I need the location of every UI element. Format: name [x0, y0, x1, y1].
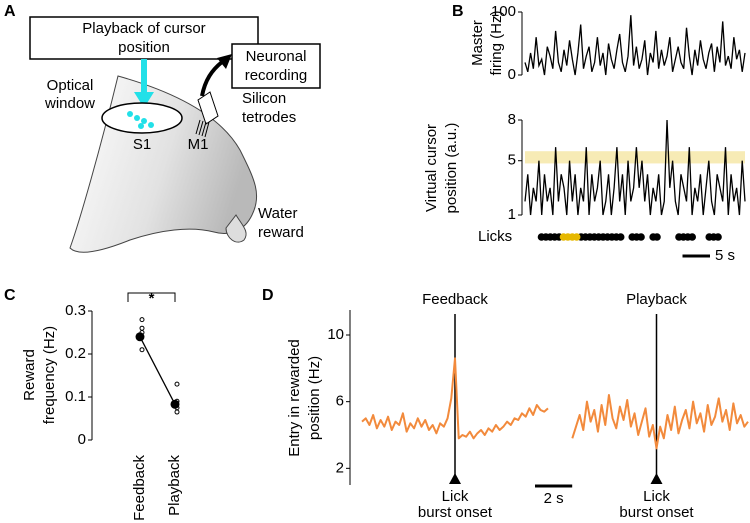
y-tick-label: 0.2	[65, 345, 86, 362]
trace	[524, 15, 746, 76]
y-tick-label: 6	[336, 393, 344, 410]
label: S1	[133, 136, 151, 153]
y-axis-title: Entry in rewarded	[286, 339, 303, 457]
box-text: position	[118, 39, 170, 56]
y-tick-label: 0.1	[65, 388, 86, 405]
lick	[653, 233, 661, 241]
significance-label: *	[149, 290, 155, 307]
recording-box	[231, 43, 321, 89]
tongue	[225, 214, 247, 243]
lick	[637, 233, 645, 241]
box-text: Neuronal	[246, 48, 307, 65]
y-tick-label: 5	[508, 152, 516, 169]
y-tick-label: 10	[327, 326, 344, 343]
tetrodes	[195, 119, 210, 138]
scale-bar-label: 2 s	[544, 490, 564, 507]
label: Optical	[47, 77, 94, 94]
label: reward	[258, 224, 304, 241]
event-marker	[449, 473, 461, 484]
recording-arrow	[200, 60, 224, 97]
x-tick-label: Feedback	[131, 455, 148, 521]
y-axis-title: firing (Hz)	[488, 10, 505, 75]
licks-label: Licks	[478, 228, 512, 245]
y-axis-title: position (Hz)	[306, 356, 323, 440]
cells	[127, 111, 154, 129]
y-axis-title: Virtual cursor	[423, 124, 440, 212]
y-axis-title: frequency (Hz)	[41, 326, 58, 424]
label: window	[44, 95, 95, 112]
label: Water	[258, 205, 297, 222]
playback-box	[29, 16, 259, 60]
scale-bar-label: 5 s	[715, 247, 735, 264]
label: Silicon	[242, 90, 286, 107]
event-annotation: burst onset	[418, 504, 493, 521]
panel-label: A	[4, 3, 16, 20]
y-tick-label: 100	[491, 3, 516, 20]
animal-point	[174, 409, 180, 415]
mean-point	[170, 399, 180, 409]
lick	[616, 233, 625, 241]
y-tick-label: 1	[508, 206, 516, 223]
box-text: recording	[245, 67, 308, 84]
y-axis-title: position (a.u.)	[443, 123, 460, 214]
event-annotation: Lick	[643, 488, 670, 505]
event-annotation: Lick	[442, 488, 469, 505]
trace	[571, 394, 749, 450]
panel-label: D	[262, 287, 274, 304]
y-axis-title: Reward	[21, 349, 38, 401]
panel-label: B	[452, 3, 464, 20]
light-arrow-head	[134, 92, 154, 108]
recording-arrow-head	[217, 54, 232, 69]
panel-title: Playback	[626, 291, 687, 308]
x-tick-label: Playback	[166, 455, 183, 516]
box-text: Playback of cursor	[82, 20, 205, 37]
lick	[688, 233, 696, 241]
trace	[524, 119, 746, 216]
mouse-diagram: Playback of cursor position Neuronal rec…	[29, 16, 321, 253]
animal-point	[139, 325, 145, 331]
y-axis-title: Master	[469, 20, 486, 66]
animal-point	[139, 347, 145, 353]
mean-point	[135, 332, 145, 342]
event-marker	[650, 473, 663, 484]
animal-point	[174, 381, 180, 387]
y-tick-label: 0	[508, 66, 516, 83]
y-tick-label: 8	[508, 111, 516, 128]
panel-title: Feedback	[422, 291, 488, 308]
optical-window	[101, 102, 183, 134]
y-tick-label: 0.3	[65, 302, 86, 319]
reward-lick	[572, 233, 581, 241]
y-tick-label: 2	[336, 459, 344, 476]
panel-label: C	[4, 287, 16, 304]
y-tick-label: 0	[78, 431, 86, 448]
label: tetrodes	[242, 109, 296, 126]
mean-connector	[139, 336, 176, 405]
animal-point	[139, 317, 145, 323]
lick	[714, 233, 722, 241]
significance-bracket	[127, 292, 176, 302]
trace	[361, 357, 549, 440]
tetrode-holder	[197, 91, 219, 125]
event-annotation: burst onset	[619, 504, 694, 521]
label: M1	[188, 136, 209, 153]
